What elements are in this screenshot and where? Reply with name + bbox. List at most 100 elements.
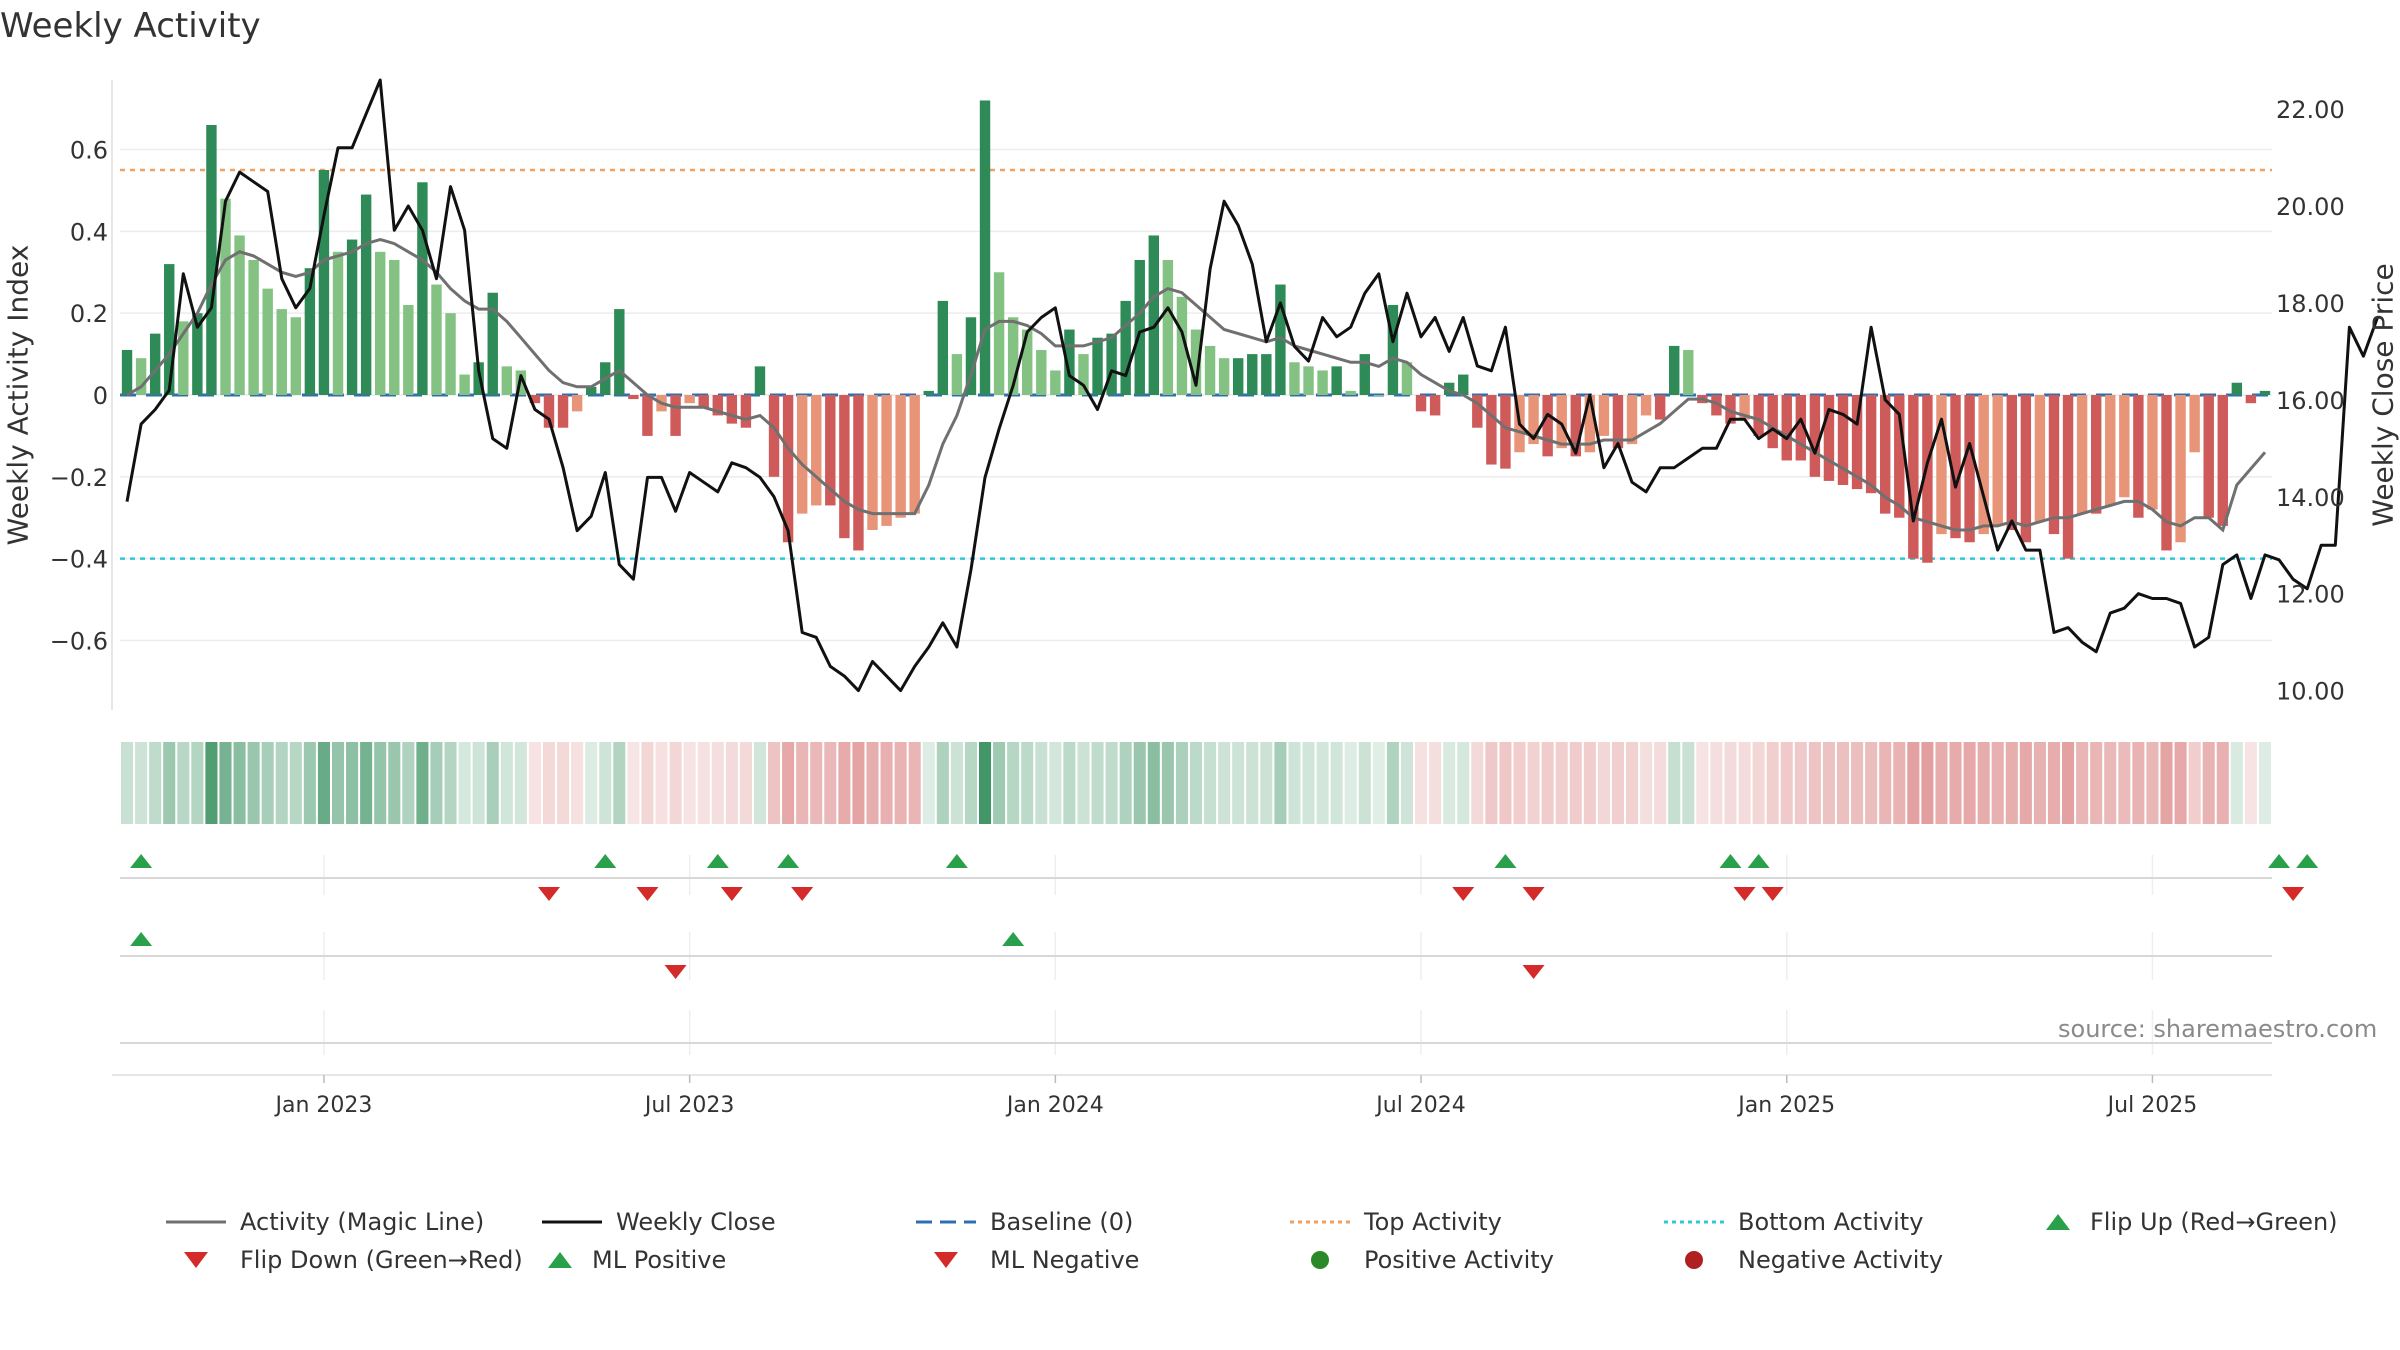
x-tick-label: Jan 2023 <box>273 1093 372 1118</box>
ml-negative-marker <box>1522 965 1545 979</box>
legend: Activity (Magic Line) Weekly Close Basel… <box>160 1204 2400 1288</box>
activity-bar <box>2076 395 2088 514</box>
down-triangle-icon <box>934 1252 958 1268</box>
activity-bar <box>459 374 470 395</box>
heat-cell <box>360 742 373 824</box>
activity-bar <box>1626 395 1638 445</box>
activity-bar <box>375 251 386 395</box>
heat-cell <box>936 742 949 824</box>
flip-up-marker <box>2268 854 2291 868</box>
legend-item-weekly-close: Weekly Close <box>542 1204 776 1240</box>
heat-cell <box>2118 742 2131 824</box>
legend-label: Negative Activity <box>1738 1246 1944 1274</box>
heat-cell <box>289 742 302 824</box>
activity-bar <box>1190 329 1202 395</box>
activity-bar <box>2231 382 2243 395</box>
flip-up-marker <box>1747 854 1770 868</box>
heat-cell <box>810 742 823 824</box>
heat-cell <box>2076 742 2089 824</box>
activity-bar <box>2161 395 2172 551</box>
activity-bar <box>1429 395 1441 416</box>
legend-label: Activity (Magic Line) <box>240 1208 485 1236</box>
y-tick-left: −0.4 <box>50 546 108 574</box>
heat-cell <box>2202 742 2215 824</box>
ml-positive-marker <box>130 932 153 946</box>
heat-cell <box>1443 742 1456 824</box>
flip-down-marker <box>1522 887 1545 901</box>
heat-cell <box>1597 742 1610 824</box>
flip-down-marker <box>2282 887 2305 901</box>
activity-bar <box>1753 395 1764 436</box>
heat-cell <box>1035 742 1048 824</box>
heat-cell <box>1935 742 1948 824</box>
activity-bar <box>332 251 344 395</box>
activity-bar <box>1908 395 1919 559</box>
activity-bar <box>1612 395 1624 449</box>
activity-bar <box>149 333 161 395</box>
legend-item-ml-negative: ML Negative <box>916 1242 1139 1278</box>
activity-bar <box>164 264 175 395</box>
heat-cell <box>669 742 682 824</box>
heat-cell <box>444 742 457 824</box>
activity-bar <box>1669 345 1680 395</box>
y-tick-right: 16.00 <box>2276 387 2345 415</box>
heat-cell <box>824 742 837 824</box>
heat-cell <box>2090 742 2103 824</box>
legend-dotted-line-icon <box>1664 1220 1724 1224</box>
heat-cell <box>2258 742 2271 824</box>
heat-cell <box>683 742 696 824</box>
activity-bar <box>1387 305 1399 395</box>
source-note: source: sharemaestro.com <box>2058 1015 2378 1043</box>
activity-bar <box>1120 300 1131 395</box>
heat-cell <box>964 742 977 824</box>
activity-bar <box>1767 395 1778 449</box>
heat-cell <box>2005 742 2018 824</box>
heat-cell <box>1063 742 1076 824</box>
legend-label: Baseline (0) <box>990 1208 1134 1236</box>
heat-cell <box>585 742 598 824</box>
heat-cell <box>1330 742 1343 824</box>
y-tick-right: 18.00 <box>2276 290 2345 318</box>
heat-cell <box>135 742 148 824</box>
heat-cell <box>1696 742 1709 824</box>
y-tick-left: 0 <box>93 382 108 410</box>
legend-item-flip-up: Flip Up (Red→Green) <box>2040 1204 2338 1240</box>
activity-bar <box>248 260 259 395</box>
legend-item-positive-activity: Positive Activity <box>1290 1242 1554 1278</box>
activity-bar <box>1064 329 1075 395</box>
activity-bar <box>1317 370 1328 395</box>
heat-cell <box>1668 742 1681 824</box>
heat-cell <box>1457 742 1470 824</box>
activity-bar <box>1232 358 1244 395</box>
heat-cell <box>472 742 485 824</box>
heat-cell <box>2160 742 2173 824</box>
activity-bar <box>2245 395 2257 404</box>
heat-cell <box>1485 742 1498 824</box>
activity-bar <box>1584 395 1596 453</box>
activity-bar <box>2147 395 2158 510</box>
legend-item-top-activity: Top Activity <box>1290 1204 1502 1240</box>
activity-bar <box>1162 260 1174 395</box>
axes: 0.6 0.4 0.2 0 −0.2 −0.4 −0.6 22.00 20.00 18.00 16.… <box>50 80 2345 1118</box>
legend-label: Flip Up (Red→Green) <box>2090 1208 2338 1236</box>
down-triangle-icon <box>184 1252 208 1268</box>
activity-bar <box>1950 395 1961 539</box>
heat-cell <box>374 742 387 824</box>
heat-cell <box>1119 742 1132 824</box>
heat-cell <box>1358 742 1371 824</box>
activity-bar <box>1837 395 1849 485</box>
y-tick-left: 0.6 <box>70 137 108 165</box>
activity-bar <box>2119 395 2130 498</box>
activity-bar <box>2105 395 2116 506</box>
activity-bar <box>1992 395 2003 526</box>
heat-cell <box>1555 742 1568 824</box>
x-tick-label: Jan 2025 <box>1736 1093 1835 1118</box>
legend-item-baseline: Baseline (0) <box>916 1204 1133 1240</box>
activity-bar <box>614 309 625 395</box>
activity-bar <box>993 272 1005 395</box>
activity-bar <box>937 300 949 395</box>
heat-cell <box>219 742 232 824</box>
heat-cell <box>2033 742 2046 824</box>
heat-cell <box>1710 742 1723 824</box>
y-tick-left: −0.6 <box>50 627 108 655</box>
